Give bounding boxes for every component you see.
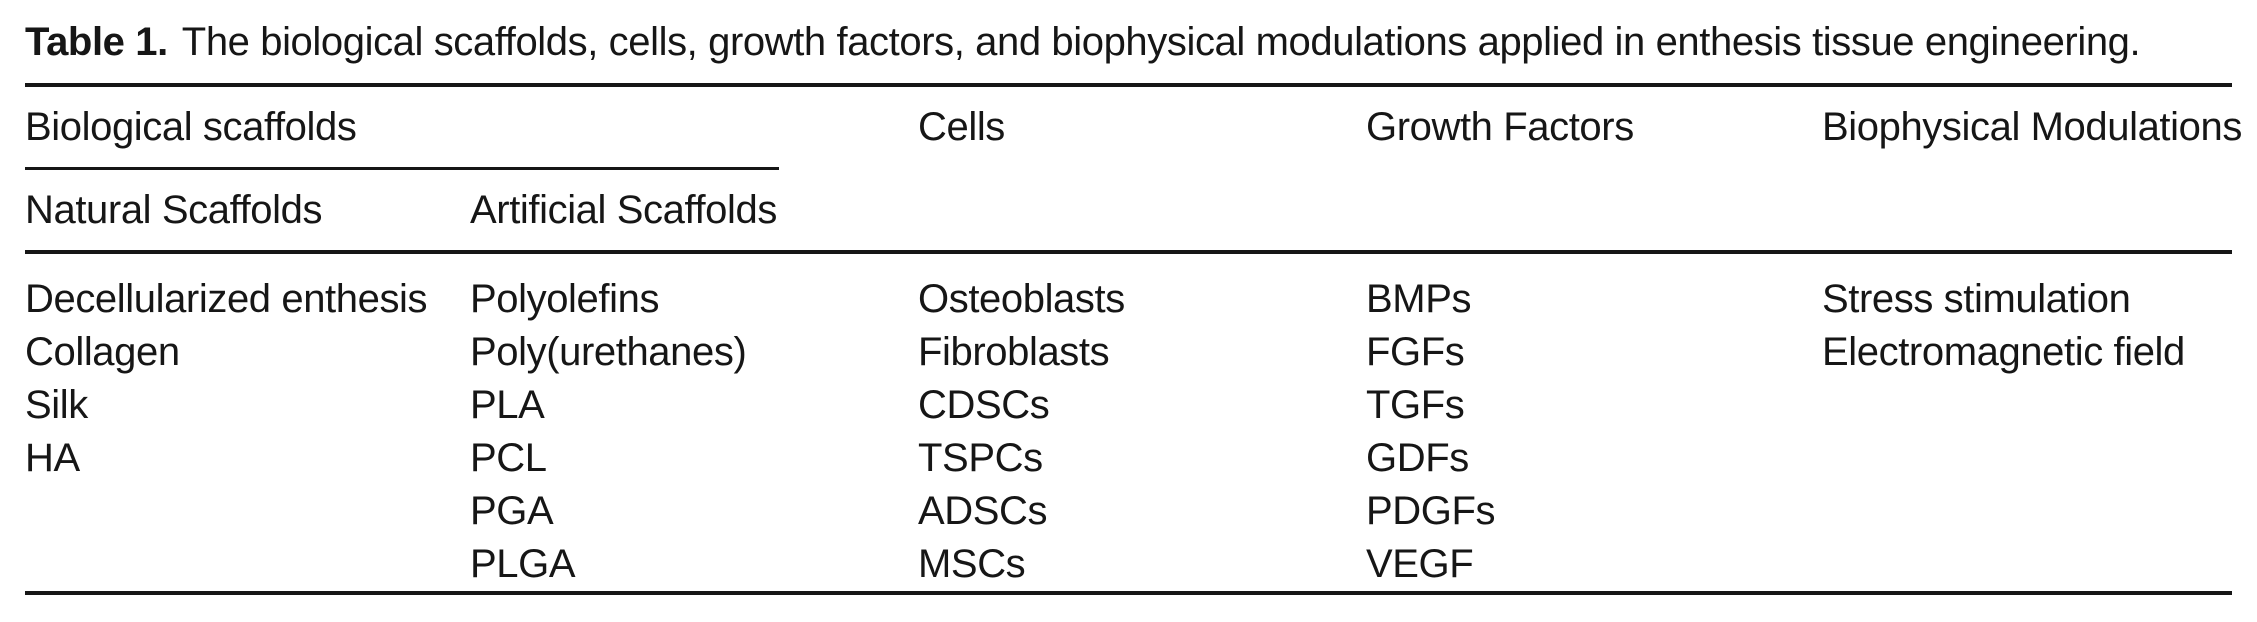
table-row: PGA ADSCs PDGFs: [25, 485, 2232, 538]
table-cell: VEGF: [1366, 542, 1474, 586]
table-body: Decellularized enthesis Polyolefins Oste…: [25, 254, 2232, 591]
table-cell: Osteoblasts: [918, 277, 1125, 321]
table-caption-line: Table 1. The biological scaffolds, cells,…: [0, 0, 2257, 68]
table-cell: PCL: [470, 436, 547, 480]
table-cell: HA: [25, 436, 80, 480]
table-cell: Poly(urethanes): [470, 330, 747, 374]
table-cell: PLA: [470, 383, 545, 427]
table-cell: Stress stimulation: [1822, 277, 2131, 321]
table-number-label: Table 1.: [25, 20, 168, 64]
header-row-1: Biological scaffolds Cells Growth Factor…: [25, 87, 2242, 167]
table-cell: TSPCs: [918, 436, 1043, 480]
table-cell: Electromagnetic field: [1822, 330, 2185, 374]
top-rule: [25, 83, 2232, 87]
table-cell: PLGA: [470, 542, 576, 586]
table-cell: CDSCs: [918, 383, 1050, 427]
column-group-biological-scaffolds: Biological scaffolds: [25, 104, 357, 149]
table-cell: TGFs: [1366, 383, 1465, 427]
table-cell: ADSCs: [918, 489, 1048, 533]
table-cell: Collagen: [25, 330, 180, 374]
bottom-rule: [25, 591, 2232, 595]
table-cell: MSCs: [918, 542, 1026, 586]
header-row-2: Natural Scaffolds Artificial Scaffolds: [25, 170, 2232, 250]
column-header-cells: Cells: [918, 104, 1005, 149]
column-header-growth-factors: Growth Factors: [1366, 104, 1634, 149]
column-header-artificial-scaffolds: Artificial Scaffolds: [470, 187, 777, 232]
table-row: PLGA MSCs VEGF: [25, 538, 2232, 591]
table-cell: Decellularized enthesis: [25, 277, 428, 321]
table-cell: PDGFs: [1366, 489, 1496, 533]
table-cell: Silk: [25, 383, 88, 427]
group-header-rule: [25, 167, 779, 170]
table-row: Silk PLA CDSCs TGFs: [25, 379, 2232, 432]
table-cell: GDFs: [1366, 436, 1469, 480]
table-cell: BMPs: [1366, 277, 1472, 321]
column-header-natural-scaffolds: Natural Scaffolds: [25, 187, 323, 232]
mid-rule: [25, 250, 2232, 254]
table-cell: Fibroblasts: [918, 330, 1110, 374]
table-cell: FGFs: [1366, 330, 1465, 374]
table: Biological scaffolds Cells Growth Factor…: [25, 83, 2242, 595]
table-caption-text: The biological scaffolds, cells, growth …: [181, 20, 2141, 64]
table-row: Decellularized enthesis Polyolefins Oste…: [25, 273, 2232, 326]
column-header-biophysical-modulations: Biophysical Modulations: [1822, 104, 2242, 149]
table-row: HA PCL TSPCs GDFs: [25, 432, 2232, 485]
table-cell: PGA: [470, 489, 554, 533]
table-row: Collagen Poly(urethanes) Fibroblasts FGF…: [25, 326, 2232, 379]
table-cell: Polyolefins: [470, 277, 660, 321]
